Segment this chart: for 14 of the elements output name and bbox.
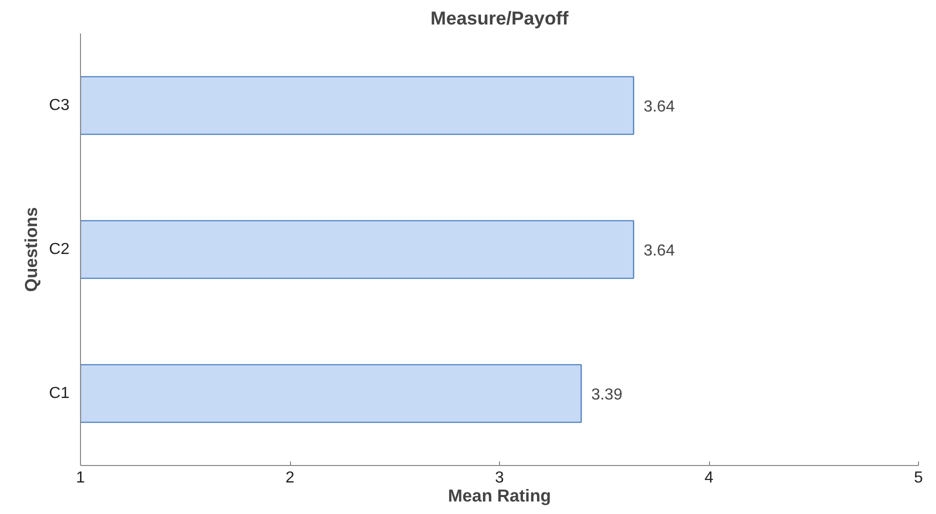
y-tick-label: C2 <box>49 241 70 258</box>
x-tick-label: 2 <box>286 470 295 486</box>
data-label: 3.39 <box>591 386 622 404</box>
x-axis-title: Mean Rating <box>448 486 552 506</box>
x-tick-label: 5 <box>914 470 924 486</box>
chart-title: Measure/Payoff <box>430 8 570 28</box>
x-tick-label: 4 <box>704 470 714 486</box>
y-tick-label: C3 <box>49 97 70 114</box>
data-label: 3.64 <box>644 242 675 260</box>
x-tick-label: 1 <box>76 470 86 486</box>
y-axis-title: Questions <box>21 207 42 292</box>
data-label: 3.64 <box>644 98 675 116</box>
y-tick-label: C1 <box>49 385 70 402</box>
x-tick-label: 3 <box>495 470 504 486</box>
